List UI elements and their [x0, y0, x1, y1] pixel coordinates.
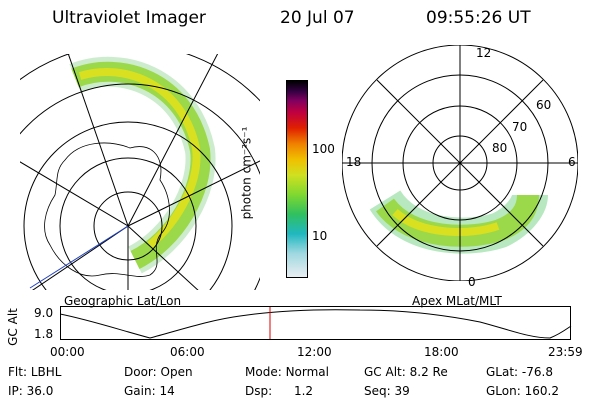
left-panel-caption: Geographic Lat/Lon	[64, 294, 182, 308]
mlat-mlt-plot	[342, 45, 578, 281]
time-label: 09:55:26 UT	[426, 8, 531, 28]
colorbar-tick-100: 100	[312, 142, 335, 156]
coastline	[44, 142, 170, 277]
right-panel-caption: Apex MLat/MLT	[412, 294, 502, 308]
geographic-map	[20, 54, 260, 290]
colorbar	[286, 80, 308, 278]
mlt-label-0: 0	[468, 275, 476, 289]
glon-label: GLon:	[486, 384, 521, 398]
seq-label: Seq:	[364, 384, 391, 398]
gcalt-info: GC Alt: 8.2 Re	[364, 365, 448, 379]
mlt-label-6: 6	[568, 155, 576, 169]
seq-value: 39	[394, 384, 410, 398]
filter-value: LBHL	[30, 365, 62, 379]
altitude-plot	[60, 306, 572, 340]
altitude-ytick-bottom: 1.8	[34, 327, 54, 341]
ip-label: IP:	[8, 384, 23, 398]
altitude-curve	[60, 309, 572, 339]
time-tick-2: 12:00	[297, 345, 332, 359]
mlat-label-60: 60	[536, 98, 552, 112]
mlt-label-18: 18	[346, 155, 362, 169]
filter-label: Flt:	[8, 365, 27, 379]
gcalt-value: 8.2 Re	[409, 365, 448, 379]
instrument-title: Ultraviolet Imager	[52, 8, 206, 28]
time-tick-1: 06:00	[170, 345, 205, 359]
mode-info: Mode: Normal	[245, 365, 329, 379]
dsp-info: Dsp: 1.2	[245, 384, 313, 398]
glon-value: 160.2	[524, 384, 559, 398]
door-label: Door:	[124, 365, 157, 379]
altitude-ytick-top: 9.0	[34, 306, 54, 320]
time-tick-0: 00:00	[50, 345, 85, 359]
door-value: Open	[160, 365, 193, 379]
mlat-label-80: 80	[492, 141, 508, 155]
time-tick-4: 23:59	[548, 345, 583, 359]
colorbar-unit-label: photon cm⁻²s⁻¹	[239, 126, 254, 220]
gcalt-label: GC Alt:	[364, 365, 406, 379]
mlt-label-12: 12	[476, 46, 492, 60]
glon-info: GLon: 160.2	[486, 384, 559, 398]
gain-value: 14	[159, 384, 175, 398]
glat-label: GLat:	[486, 365, 519, 379]
filter-info: Flt: LBHL	[8, 365, 61, 379]
mlat-label-70: 70	[512, 120, 528, 134]
time-tick-3: 18:00	[424, 345, 459, 359]
gain-label: Gain:	[124, 384, 156, 398]
mode-value: Normal	[285, 365, 329, 379]
colorbar-tick-10: 10	[312, 229, 328, 243]
dsp-value: 1.2	[293, 384, 314, 398]
seq-info: Seq: 39	[364, 384, 410, 398]
ip-value: 36.0	[26, 384, 54, 398]
gain-info: Gain: 14	[124, 384, 175, 398]
altitude-ylabel: GC Alt	[5, 308, 20, 346]
glat-value: -76.8	[521, 365, 553, 379]
glat-info: GLat: -76.8	[486, 365, 553, 379]
door-info: Door: Open	[124, 365, 193, 379]
date-label: 20 Jul 07	[280, 8, 355, 28]
mode-label: Mode:	[245, 365, 282, 379]
ip-info: IP: 36.0	[8, 384, 53, 398]
dsp-label: Dsp:	[245, 384, 273, 398]
